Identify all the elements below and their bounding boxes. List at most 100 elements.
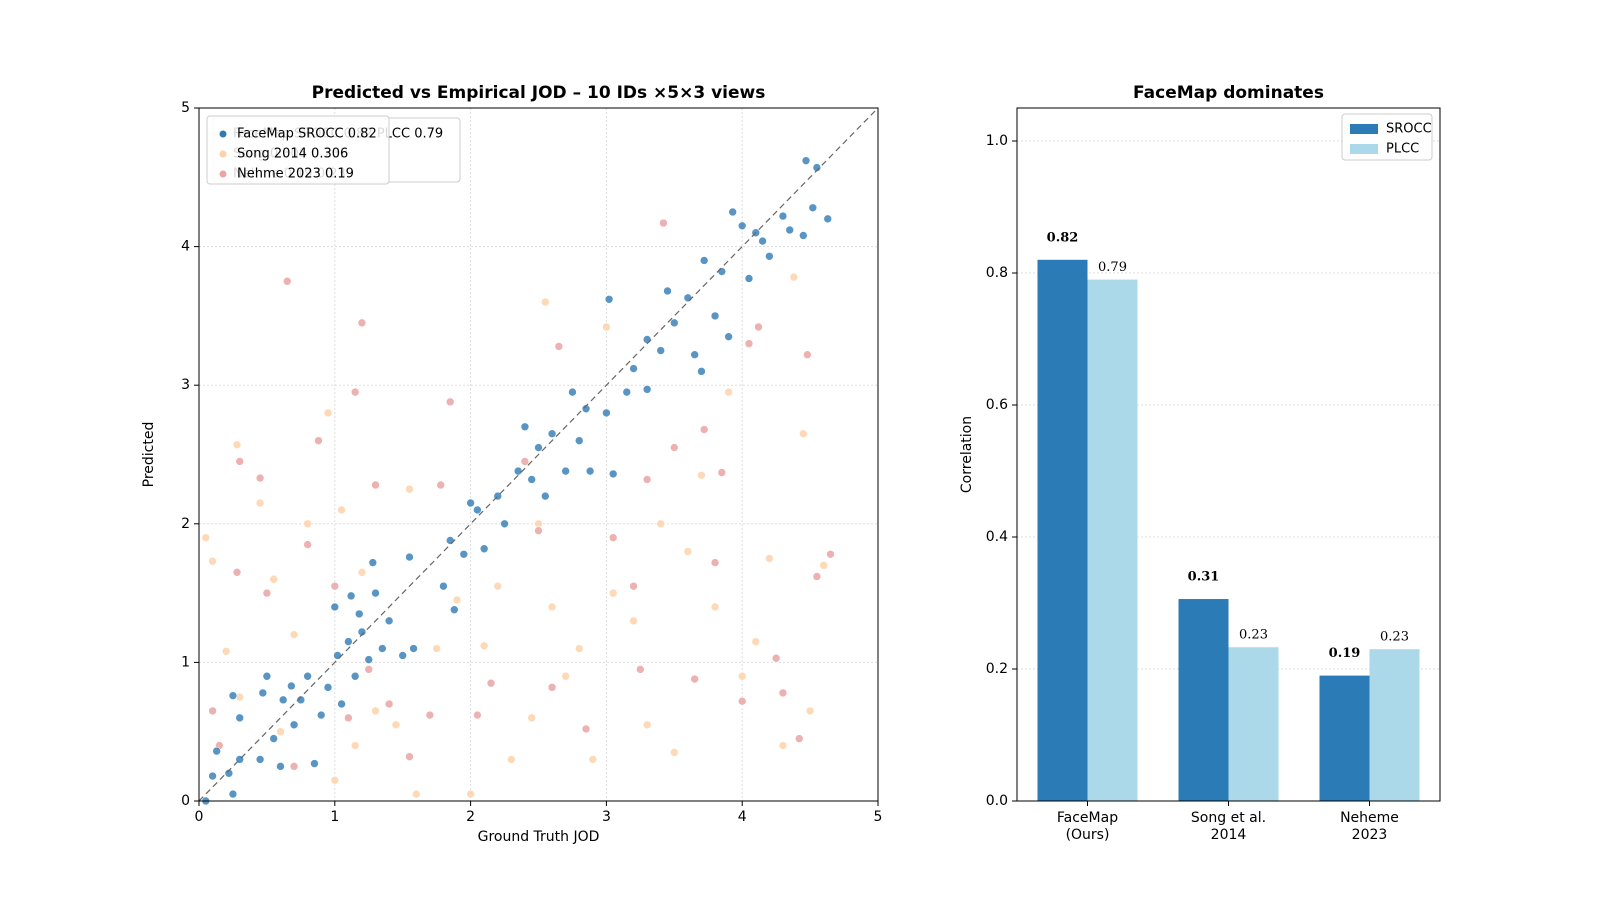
scatter-point: [371, 480, 380, 490]
scatter-point: [262, 671, 272, 681]
scatter-point: [751, 637, 761, 646]
scatter-point: [391, 720, 401, 730]
scatter-point: [819, 561, 828, 570]
scatter-point: [357, 627, 367, 637]
scatter-point: [303, 671, 312, 681]
scatter-point: [642, 335, 652, 344]
x-tick-label: 2023: [1352, 827, 1388, 843]
scatter-point: [364, 665, 374, 674]
x-tick-label: 4: [738, 809, 747, 825]
scatter-point: [547, 602, 557, 612]
scatter-point: [350, 741, 360, 750]
x-tick-label: 0: [195, 809, 204, 825]
scatter-point: [778, 688, 788, 698]
scatter-point: [758, 236, 767, 246]
scatter-point: [697, 367, 706, 376]
scatter-point: [663, 286, 672, 296]
scatter-point: [409, 644, 418, 653]
scatter-point: [561, 671, 570, 681]
scatter-point: [278, 695, 288, 705]
bar: [1037, 259, 1088, 801]
scatter-point: [330, 775, 340, 785]
scatter-point: [459, 549, 469, 559]
legend-label: PLCC: [1386, 142, 1419, 157]
scatter-point: [371, 706, 380, 716]
scatter-point: [221, 647, 231, 656]
scatter-point: [255, 498, 265, 508]
scatter-point: [765, 554, 774, 563]
scatter-point: [608, 588, 618, 598]
scatter-point: [588, 755, 598, 764]
scatter-point: [636, 665, 645, 674]
scatter-point: [527, 475, 537, 484]
scatter-point: [574, 644, 584, 653]
scatter-point: [778, 211, 788, 221]
scatter-point: [602, 408, 611, 418]
scatter-point: [473, 710, 482, 720]
value-label: 0.23: [1239, 628, 1268, 643]
scatter-point: [724, 387, 733, 397]
scatter-point: [500, 519, 509, 529]
scatter-point: [398, 651, 408, 660]
bar: [1319, 675, 1370, 801]
scatter-point: [540, 491, 550, 501]
scatter-point: [354, 609, 364, 619]
scatter-point: [337, 699, 346, 709]
value-label: 0.23: [1380, 630, 1409, 645]
plot-frame: [1016, 107, 1441, 802]
value-label: 0.82: [1047, 230, 1079, 245]
scatter-point: [350, 387, 360, 397]
scatter-point: [473, 505, 482, 515]
scatter-point: [344, 713, 353, 723]
y-axis-label: Correlation: [959, 416, 975, 493]
x-tick-label: 2: [466, 809, 475, 825]
scatter-point: [710, 558, 720, 567]
legend-marker: [219, 170, 227, 178]
scatter-point: [697, 470, 706, 480]
scatter-point: [744, 274, 754, 283]
scatter-point: [333, 651, 342, 660]
scatter-point: [642, 385, 652, 394]
scatter-point: [479, 544, 489, 554]
y-tick-label: 0.8: [986, 265, 1008, 281]
scatter-point: [710, 311, 720, 321]
scatter-point: [405, 484, 414, 494]
scatter-point: [287, 681, 296, 691]
scatter-point: [235, 457, 245, 466]
scatter-point: [493, 581, 503, 591]
scatter-point: [785, 225, 795, 235]
scatter-point: [466, 498, 475, 508]
legend-swatch: [1350, 124, 1378, 134]
scatter-point: [778, 741, 788, 750]
y-tick-label: 0.4: [986, 529, 1008, 545]
scatter-point: [699, 256, 709, 265]
x-tick-label: FaceMap: [1057, 810, 1118, 826]
scatter-point: [717, 468, 727, 477]
scatter-point: [445, 536, 455, 545]
scatter-point: [805, 706, 815, 716]
y-tick-label: 0.6: [986, 397, 1008, 413]
scatter-point: [561, 466, 570, 476]
x-tick-label: (Ours): [1066, 827, 1110, 843]
scatter-point: [466, 789, 475, 799]
scatter-point: [330, 602, 340, 612]
scatter-point: [574, 436, 584, 445]
scatter-point: [656, 346, 666, 355]
y-tick-label: 2: [181, 516, 190, 532]
scatter-point: [754, 322, 763, 332]
scatter-point: [479, 641, 489, 651]
scatter-point: [450, 605, 459, 615]
scatter-point: [669, 318, 679, 328]
scatter-point: [255, 755, 265, 764]
scatter-point: [310, 759, 319, 768]
legend-marker: [219, 150, 227, 158]
scatter-point: [357, 318, 367, 328]
scatter-point: [608, 533, 618, 542]
scatter-point: [371, 588, 380, 598]
scatter-point: [346, 591, 356, 601]
scatter-point: [384, 616, 394, 626]
scatter-point: [314, 436, 323, 445]
scatter-point: [568, 387, 577, 397]
scatter-point: [642, 720, 652, 730]
scatter-point: [799, 231, 808, 240]
